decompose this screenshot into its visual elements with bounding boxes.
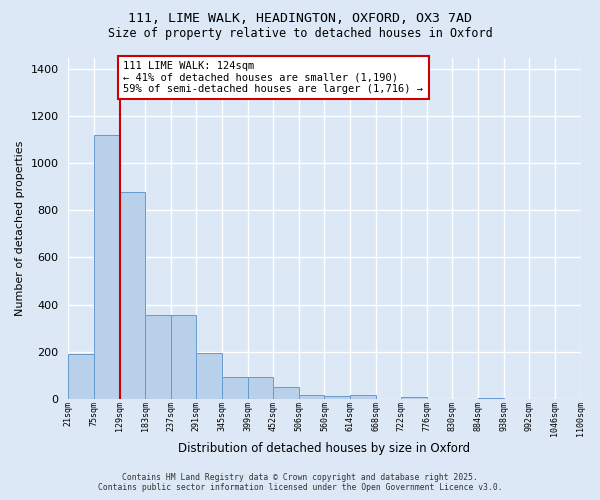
Text: 111, LIME WALK, HEADINGTON, OXFORD, OX3 7AD: 111, LIME WALK, HEADINGTON, OXFORD, OX3 … bbox=[128, 12, 472, 26]
Text: Contains HM Land Registry data © Crown copyright and database right 2025.
Contai: Contains HM Land Registry data © Crown c… bbox=[98, 473, 502, 492]
Bar bbox=[94, 135, 119, 398]
Text: 111 LIME WALK: 124sqm
← 41% of detached houses are smaller (1,190)
59% of semi-d: 111 LIME WALK: 124sqm ← 41% of detached … bbox=[124, 61, 424, 94]
X-axis label: Distribution of detached houses by size in Oxford: Distribution of detached houses by size … bbox=[178, 442, 470, 455]
Bar bbox=[248, 378, 273, 398]
Bar bbox=[325, 396, 350, 398]
Y-axis label: Number of detached properties: Number of detached properties bbox=[15, 140, 25, 316]
Bar bbox=[119, 192, 145, 398]
Bar bbox=[350, 395, 376, 398]
Bar bbox=[273, 387, 299, 398]
Bar bbox=[68, 354, 94, 399]
Bar bbox=[196, 353, 222, 399]
Bar bbox=[145, 315, 171, 398]
Bar bbox=[222, 378, 248, 398]
Bar bbox=[299, 395, 325, 398]
Bar bbox=[171, 315, 196, 398]
Text: Size of property relative to detached houses in Oxford: Size of property relative to detached ho… bbox=[107, 28, 493, 40]
